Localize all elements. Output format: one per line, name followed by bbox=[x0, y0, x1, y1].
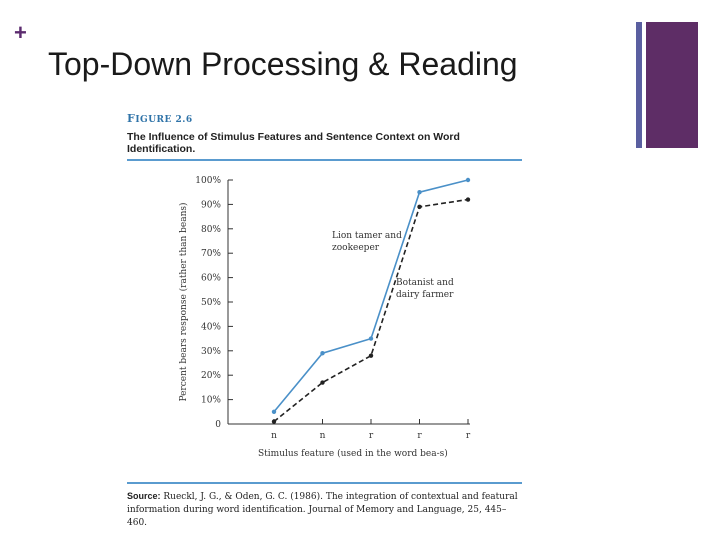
chart-axes bbox=[227, 180, 470, 425]
chart-ticks: 0 10% 20% 30% 40% 50% 60% 70% 80% 90% 100% n n r r r Sti… bbox=[178, 176, 471, 459]
figure-label: FIGURE 2.6 bbox=[127, 112, 522, 125]
figure-header: FIGURE 2.6 The Influence of Stimulus Fea… bbox=[127, 112, 522, 161]
y-tick-label: 20% bbox=[201, 371, 221, 381]
data-point bbox=[368, 336, 374, 341]
y-axis-label: Percent bears response (rather than bean… bbox=[178, 202, 189, 401]
y-tick-label: 70% bbox=[201, 249, 221, 259]
x-tick-label: r bbox=[417, 431, 422, 441]
y-tick-label: 40% bbox=[201, 322, 221, 332]
y-tick-label: 100% bbox=[195, 176, 221, 186]
data-point bbox=[465, 197, 471, 202]
data-point bbox=[271, 419, 277, 424]
slide-plus-mark: + bbox=[14, 20, 27, 45]
y-tick-label: 60% bbox=[201, 274, 221, 284]
figure-label-cap: F bbox=[127, 112, 136, 125]
data-point bbox=[320, 380, 325, 385]
x-axis-label: Stimulus feature (used in the word bea-s… bbox=[258, 448, 448, 459]
data-point bbox=[368, 353, 374, 358]
series-line bbox=[273, 198, 469, 423]
x-tick-label: n bbox=[320, 431, 326, 441]
series-annotation: dairy farmer bbox=[396, 290, 454, 300]
decor-bar-thin bbox=[636, 22, 642, 148]
figure-title: The Influence of Stimulus Features and S… bbox=[127, 131, 460, 155]
x-tick-label: r bbox=[369, 431, 374, 441]
figure-top-rule bbox=[127, 159, 522, 161]
y-tick-label: 30% bbox=[201, 347, 221, 357]
series-annotation: zookeeper bbox=[332, 243, 380, 253]
data-point bbox=[271, 409, 277, 414]
data-point bbox=[320, 351, 325, 356]
x-tick-label: n bbox=[271, 431, 277, 441]
series-annotation: Lion tamer and bbox=[332, 231, 402, 241]
data-point bbox=[417, 190, 422, 195]
source-text: Rueckl, J. G., & Oden, G. C. (1986). The… bbox=[127, 492, 518, 528]
source-lead: Source: bbox=[127, 491, 161, 501]
y-tick-label: 80% bbox=[201, 225, 221, 235]
slide-title: Top-Down Processing & Reading bbox=[48, 46, 518, 82]
data-point bbox=[465, 177, 471, 183]
decor-bar-thick bbox=[646, 22, 698, 148]
y-tick-label: 10% bbox=[201, 396, 221, 406]
y-tick-label: 50% bbox=[201, 298, 221, 308]
figure-source: Source: Rueckl, J. G., & Oden, G. C. (19… bbox=[127, 490, 522, 530]
series-annotation: Botanist and bbox=[396, 278, 454, 288]
x-tick-label: r bbox=[466, 431, 471, 441]
y-tick-label: 90% bbox=[201, 200, 221, 210]
chart-annotations: Lion tamer and zookeeper Botanist and dairy… bbox=[332, 231, 454, 300]
data-point bbox=[417, 204, 422, 210]
figure-label-rest: IGURE 2.6 bbox=[135, 115, 193, 125]
y-tick-label: 0 bbox=[215, 420, 221, 430]
chart-series bbox=[271, 177, 471, 424]
figure-bottom-rule bbox=[127, 482, 522, 484]
line-chart: 0 10% 20% 30% 40% 50% 60% 70% 80% 90% 100% n n r r r Sti… bbox=[178, 176, 471, 459]
